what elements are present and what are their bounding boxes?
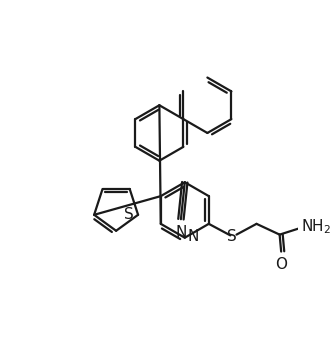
- Text: N: N: [187, 230, 199, 244]
- Text: O: O: [275, 257, 287, 272]
- Text: NH$_2$: NH$_2$: [301, 218, 331, 236]
- Text: S: S: [227, 229, 237, 244]
- Text: S: S: [124, 207, 133, 222]
- Text: N: N: [175, 225, 187, 240]
